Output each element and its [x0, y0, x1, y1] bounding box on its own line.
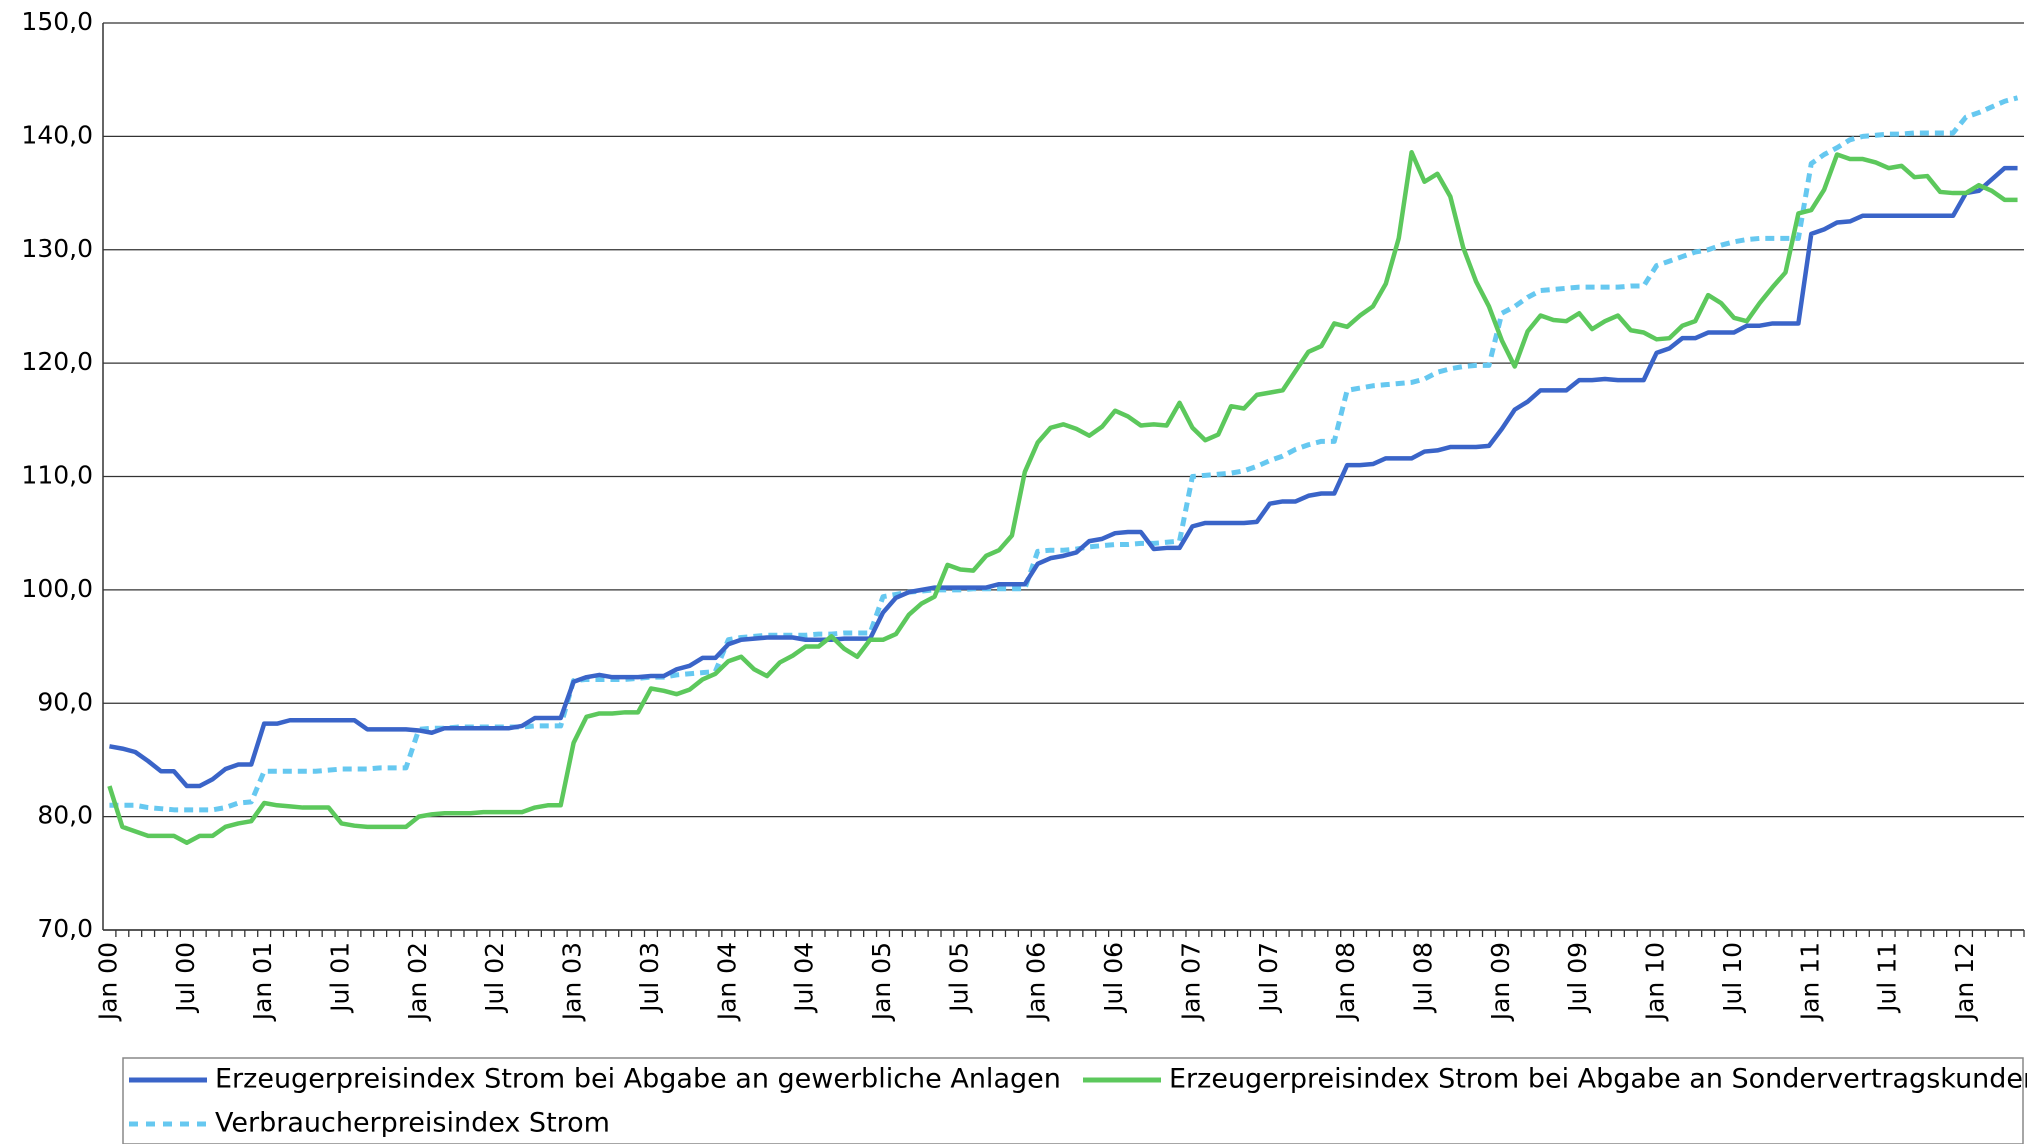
y-tick-label: 150,0 — [21, 7, 93, 36]
y-tick-label: 140,0 — [21, 120, 93, 149]
x-tick-label: Jul 08 — [1408, 942, 1437, 1014]
x-tick-label: Jan 03 — [558, 942, 587, 1022]
x-tick-label: Jan 00 — [93, 942, 122, 1022]
x-tick-label: Jan 01 — [248, 942, 277, 1022]
legend-box — [122, 1057, 2024, 1144]
x-tick-label: Jul 03 — [635, 942, 664, 1014]
y-tick-label: 80,0 — [37, 801, 93, 830]
x-tick-label: Jul 06 — [1099, 942, 1128, 1014]
x-tick-label: Jan 04 — [712, 942, 741, 1022]
x-tick-label: Jan 02 — [403, 942, 432, 1022]
legend-label: Erzeugerpreisindex Strom bei Abgabe an g… — [215, 1064, 1061, 1095]
x-tick-label: Jul 10 — [1718, 942, 1747, 1014]
x-tick-label: Jan 06 — [1022, 942, 1051, 1022]
x-tick-label: Jan 07 — [1176, 942, 1205, 1022]
line-series — [109, 165, 2018, 789]
y-tick-label: 120,0 — [21, 347, 93, 376]
x-tick-label: Jan 11 — [1795, 942, 1824, 1022]
x-tick-label: Jul 09 — [1563, 942, 1592, 1014]
x-tick-label: Jan 08 — [1331, 942, 1360, 1022]
y-tick-label: 100,0 — [21, 574, 93, 603]
line-series — [109, 95, 2019, 813]
legend-label: Verbraucherpreisindex Strom — [215, 1108, 610, 1139]
x-tick-label: Jul 05 — [944, 942, 973, 1014]
x-tick-label: Jul 00 — [171, 942, 200, 1014]
x-tick-label: Jan 10 — [1641, 942, 1670, 1022]
y-tick-label: 90,0 — [37, 687, 93, 716]
x-tick-label: Jul 02 — [480, 942, 509, 1014]
x-tick-label: Jul 04 — [790, 942, 819, 1014]
y-tick-label: 110,0 — [21, 461, 93, 490]
y-tick-label: 70,0 — [37, 914, 93, 943]
x-tick-label: Jan 09 — [1486, 942, 1515, 1022]
x-tick-label: Jul 07 — [1254, 942, 1283, 1014]
x-tick-label: Jul 01 — [326, 942, 355, 1014]
y-tick-label: 130,0 — [21, 234, 93, 263]
x-tick-label: Jan 05 — [867, 942, 896, 1022]
legend-label: Erzeugerpreisindex Strom bei Abgabe an S… — [1169, 1064, 2027, 1095]
x-tick-label: Jan 12 — [1950, 942, 1979, 1022]
x-tick-label: Jul 11 — [1873, 942, 1902, 1014]
line-series — [107, 150, 2018, 845]
